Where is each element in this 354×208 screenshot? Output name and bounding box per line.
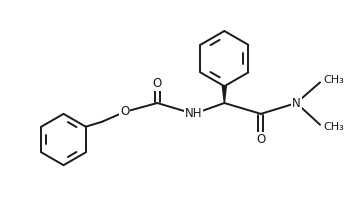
- Text: CH₃: CH₃: [323, 122, 344, 132]
- Text: O: O: [153, 77, 162, 90]
- Text: O: O: [256, 133, 266, 146]
- Text: NH: NH: [185, 107, 202, 120]
- Text: O: O: [120, 105, 129, 118]
- Text: CH₃: CH₃: [323, 75, 344, 85]
- Polygon shape: [222, 86, 226, 103]
- Text: N: N: [292, 97, 301, 110]
